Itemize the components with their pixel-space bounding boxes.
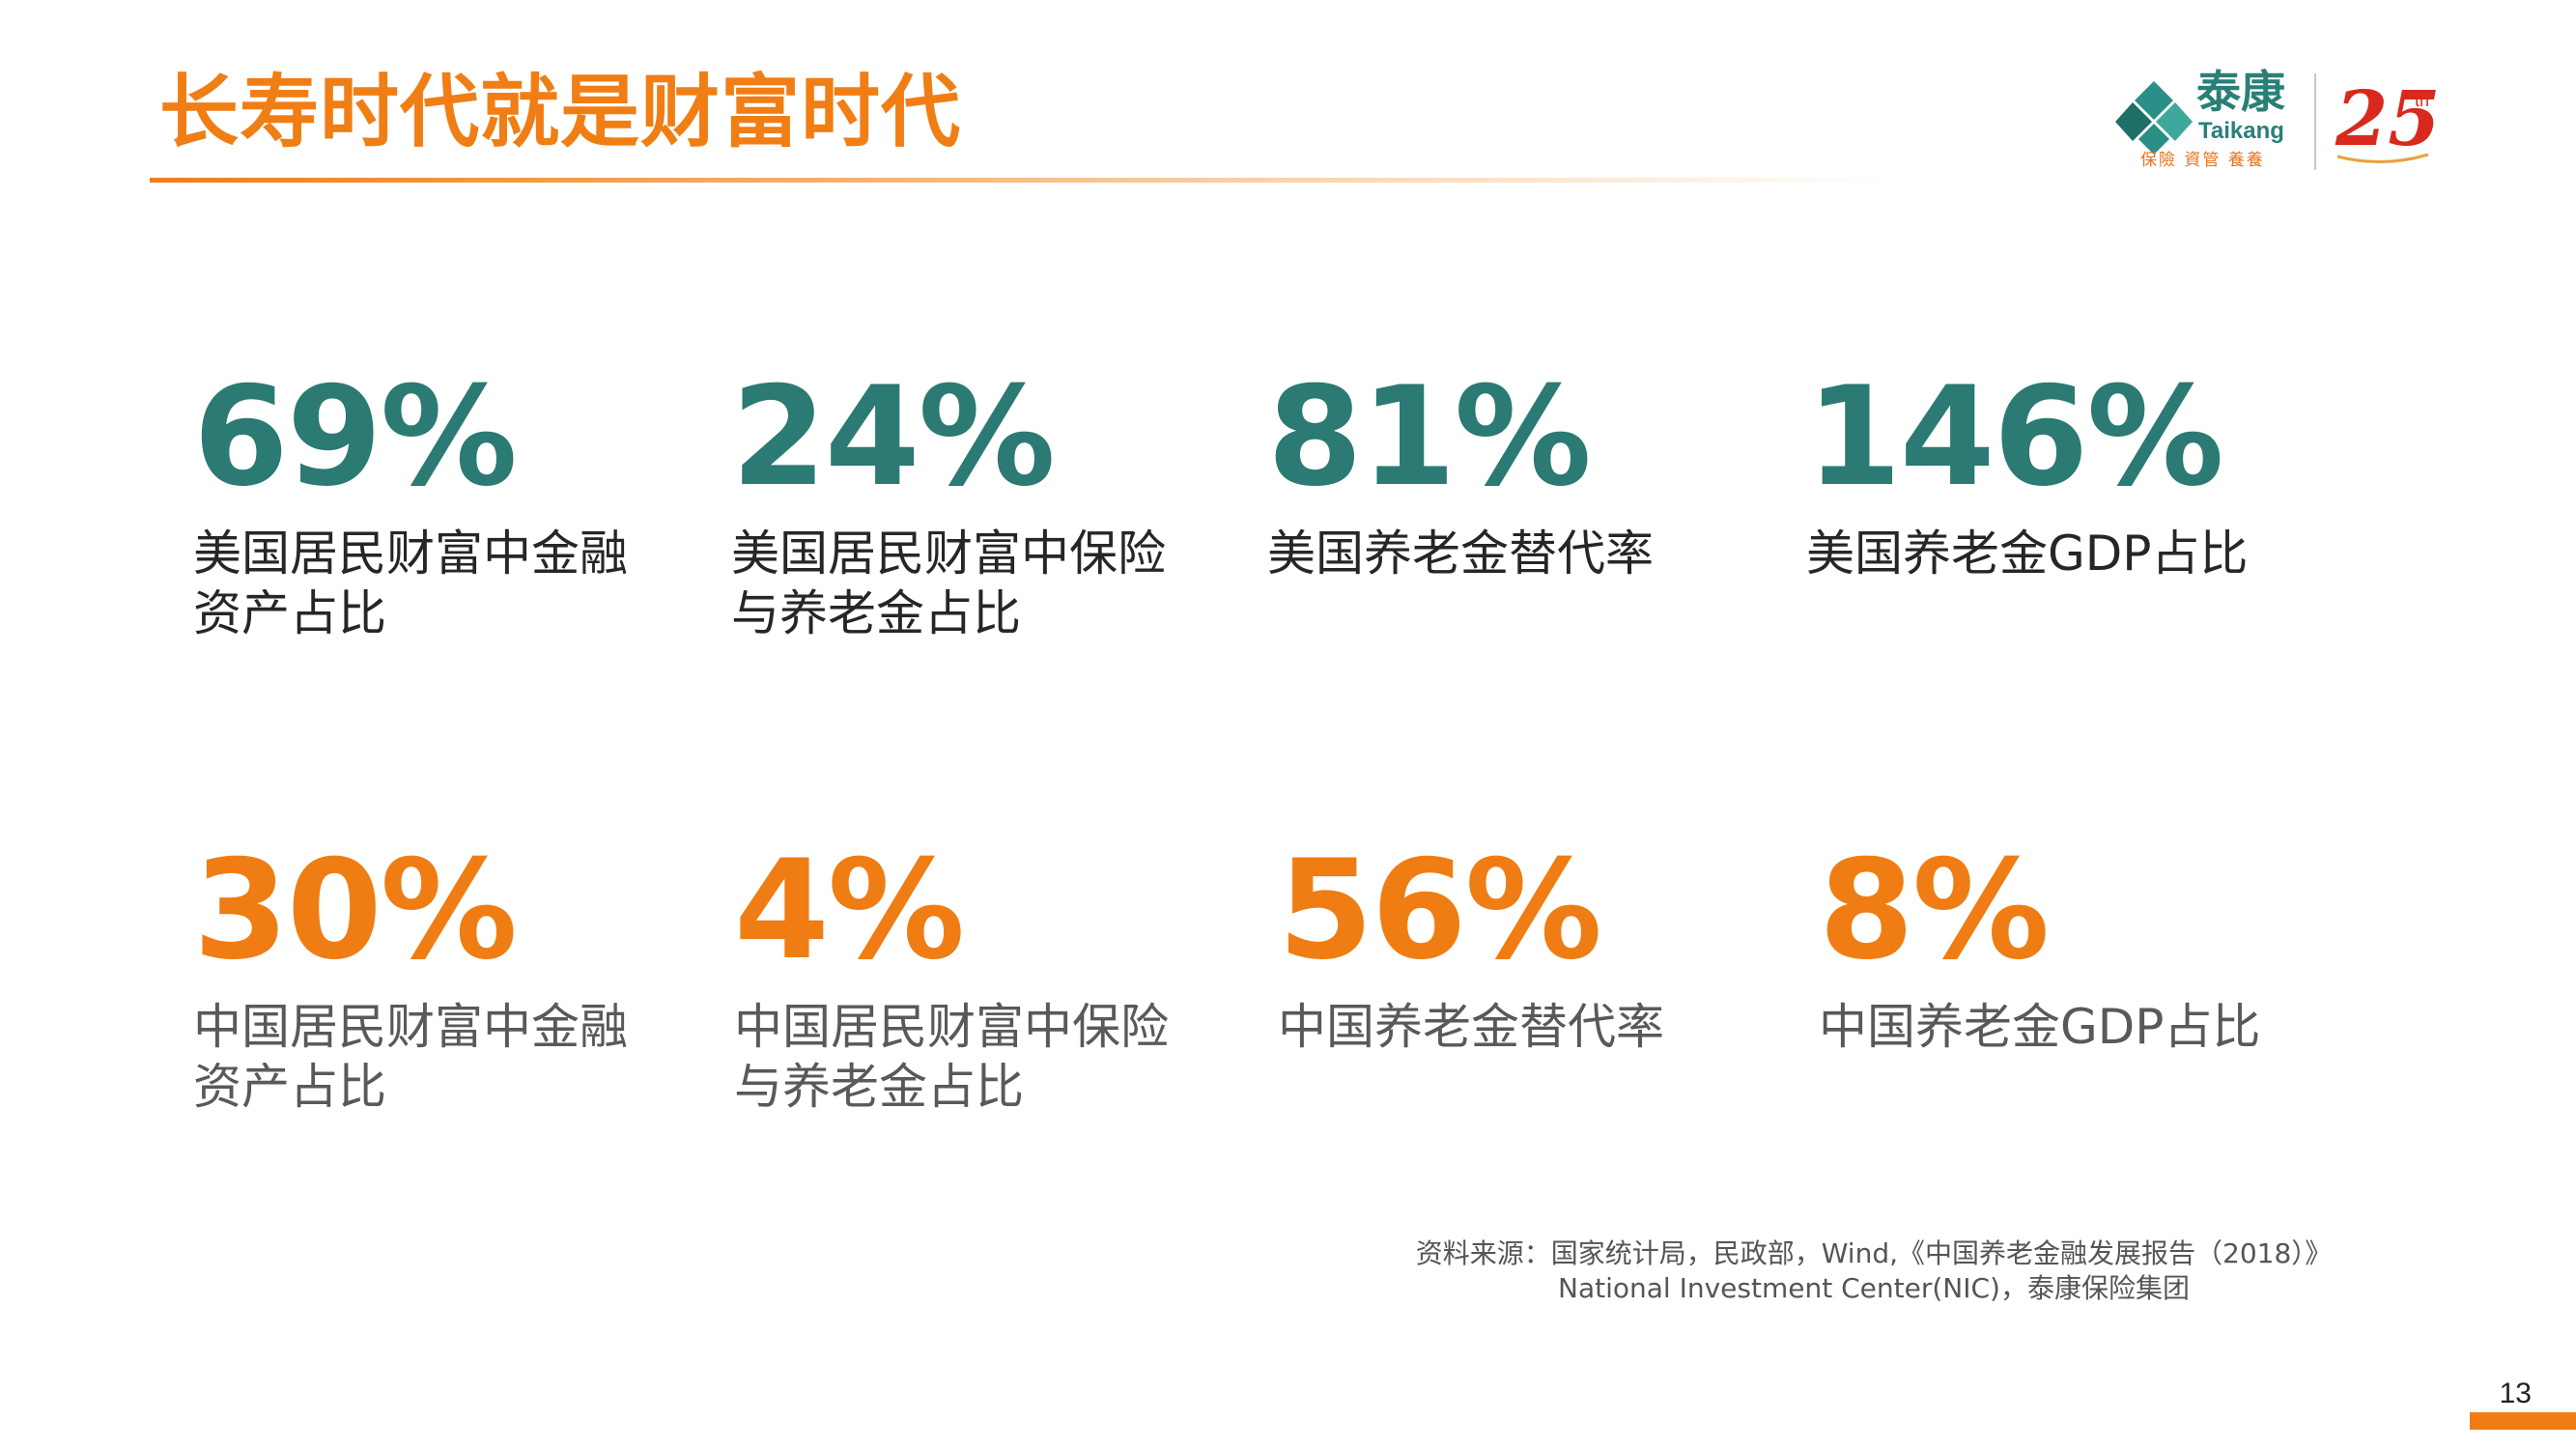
stat-label: 中国居民财富中金融资产占比	[193, 999, 628, 1115]
anniversary-number: 25	[2335, 75, 2436, 163]
stat-value: 4%	[734, 831, 965, 990]
logo-en-name: Taikang	[2198, 118, 2284, 144]
taikang-logo: 泰康 Taikang 保險 資管 養養 25 th	[2115, 66, 2444, 182]
stat-cn-insurance-pension: 4% 中国居民财富中保险与养老金占比	[734, 842, 1188, 1117]
logo-divider	[2314, 73, 2316, 170]
logo-slogan: 保險 資管 養養	[2140, 151, 2265, 170]
anniversary-suffix: th	[2415, 91, 2429, 110]
stat-label: 中国养老金GDP占比	[1819, 999, 2261, 1055]
stat-value: 30%	[193, 831, 518, 990]
stat-label: 美国养老金GDP占比	[1806, 526, 2249, 582]
page-number: 13	[2499, 1378, 2532, 1409]
stat-cn-pension-gdp: 8% 中国养老金GDP占比	[1819, 842, 2273, 1057]
stat-label: 中国养老金替代率	[1278, 999, 1664, 1055]
stat-us-financial-assets: 69% 美国居民财富中金融资产占比	[193, 369, 647, 643]
stat-label: 美国居民财富中保险与养老金占比	[731, 526, 1166, 641]
stat-value: 8%	[1819, 831, 2050, 990]
logo-cn-name: 泰康	[2196, 66, 2285, 118]
source-line-1: 资料来源：国家统计局，民政部，Wind,《中国养老金融发展报告（2018）》	[1415, 1237, 2333, 1269]
stat-value: 69%	[193, 357, 518, 517]
stat-value: 24%	[731, 357, 1056, 517]
slide-title: 长寿时代就是财富时代	[159, 67, 962, 158]
source-note: 资料来源：国家统计局，民政部，Wind,《中国养老金融发展报告（2018）》 N…	[1391, 1236, 2357, 1306]
stat-value: 146%	[1806, 357, 2224, 517]
stat-label: 美国居民财富中金融资产占比	[193, 526, 628, 641]
title-underline	[150, 178, 1888, 183]
stat-value: 56%	[1278, 831, 1602, 990]
stat-label: 美国养老金替代率	[1267, 526, 1654, 582]
stat-us-pension-gdp: 146% 美国养老金GDP占比	[1806, 369, 2260, 583]
stat-cn-replacement-rate: 56% 中国养老金替代率	[1278, 842, 1732, 1057]
stat-us-insurance-pension: 24% 美国居民财富中保险与养老金占比	[731, 369, 1185, 643]
anniversary-25-logo: 25 th	[2335, 75, 2436, 163]
taikang-diamond-icon	[2115, 81, 2193, 155]
source-line-2: National Investment Center(NIC)，泰康保险集团	[1558, 1272, 2190, 1304]
stat-label: 中国居民财富中保险与养老金占比	[734, 999, 1169, 1115]
stat-value: 81%	[1267, 357, 1592, 517]
stat-us-replacement-rate: 81% 美国养老金替代率	[1267, 369, 1721, 583]
page-number-bar	[2470, 1412, 2576, 1430]
stat-cn-financial-assets: 30% 中国居民财富中金融资产占比	[193, 842, 647, 1117]
